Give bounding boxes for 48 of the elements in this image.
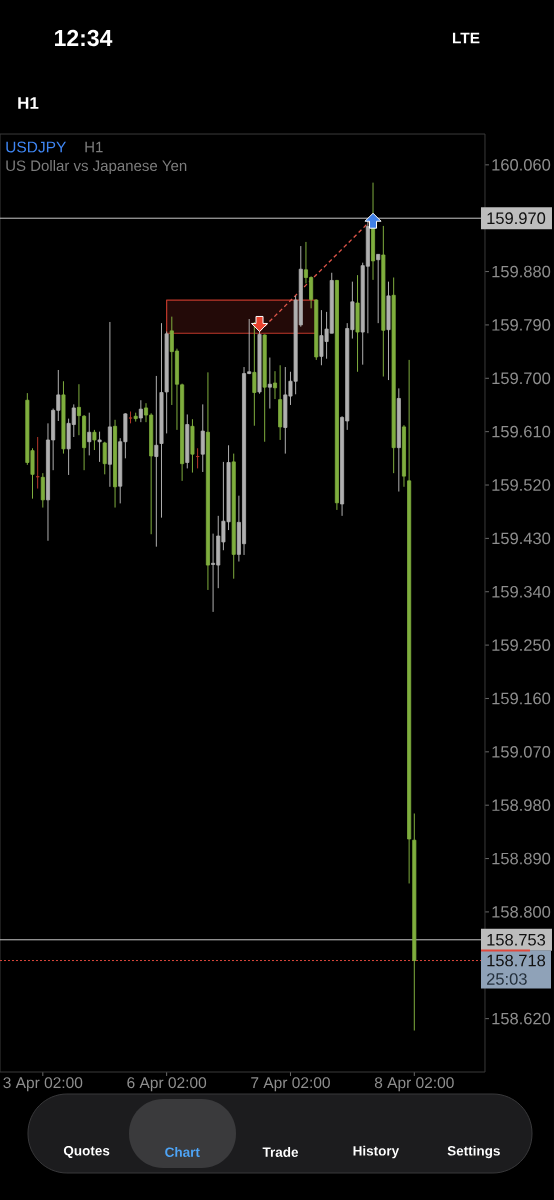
candlestick — [267, 357, 272, 410]
text: H1 — [18, 97, 39, 109]
candlestick — [200, 403, 205, 473]
y-tick-label: 159.160 — [492, 692, 551, 705]
y-tick-label: 159.790 — [492, 319, 551, 331]
y-tick-label: 159.610 — [492, 425, 551, 438]
text: History — [353, 1145, 400, 1159]
text: US Dollar vs Japanese Yen — [6, 160, 187, 174]
annotation: H1 — [85, 141, 103, 153]
x-tick-label: 3 Apr 02:00 — [3, 1077, 83, 1092]
ref-line-label: 158.718 — [487, 954, 546, 967]
text: 12:34 — [55, 29, 113, 47]
x-tick-label: 7 Apr 02:00 — [251, 1077, 330, 1092]
y-tick-label: 159.520 — [492, 479, 551, 491]
candlestick — [273, 370, 277, 400]
ref-line-label: 159.970 — [487, 212, 546, 225]
chart-title: USDJPY — [6, 141, 66, 153]
y-tick-label: 158.620 — [492, 1012, 551, 1025]
y-tick-label: 159.430 — [492, 532, 551, 545]
y-tick-label: 159.250 — [492, 639, 551, 651]
y-tick-label: 159.340 — [492, 585, 551, 598]
x-tick-label: 8 Apr 02:00 — [374, 1077, 454, 1092]
candlestick — [87, 412, 92, 456]
candlestick — [76, 383, 81, 436]
y-tick-label: 158.980 — [492, 799, 551, 812]
ref-line-label: 158.753 — [487, 933, 546, 946]
text: Quotes — [63, 1145, 110, 1159]
candlestick — [376, 253, 381, 324]
y-tick-label: 158.890 — [492, 852, 551, 865]
text: Chart — [165, 1147, 200, 1157]
candlestick — [211, 533, 216, 613]
y-tick-label: 159.880 — [492, 265, 551, 278]
y-tick-label: 159.070 — [492, 745, 551, 758]
x-tick-label: 6 Apr 02:00 — [127, 1077, 207, 1092]
candlestick — [97, 431, 102, 463]
text: Settings — [447, 1145, 500, 1159]
candlestick — [102, 441, 107, 475]
candlestick — [92, 429, 97, 451]
text: 25:03 — [487, 973, 527, 985]
y-tick-label: 158.800 — [492, 906, 551, 918]
y-tick-label: 160.060 — [492, 159, 551, 171]
candlestick — [40, 472, 45, 509]
y-tick-label: 159.700 — [492, 372, 551, 385]
candlestick — [154, 375, 159, 548]
text: Trade — [262, 1147, 299, 1157]
candlestick — [138, 399, 143, 423]
candlestick — [252, 321, 257, 427]
text: LTE — [452, 32, 480, 44]
